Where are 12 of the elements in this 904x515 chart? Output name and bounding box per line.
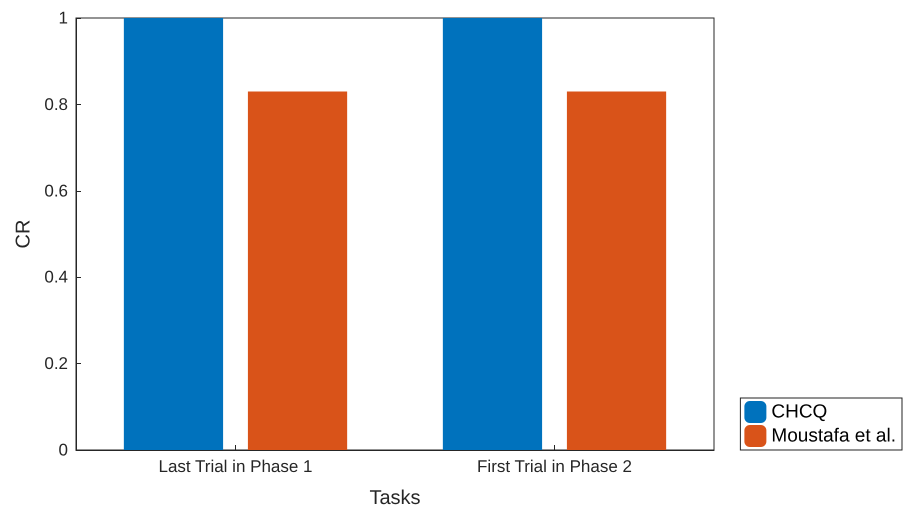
y-tick-label: 1 — [58, 8, 68, 28]
y-tick-label: 0.4 — [44, 268, 68, 287]
y-tick-label: 0.6 — [44, 181, 68, 200]
x-tick-label: Last Trial in Phase 1 — [158, 457, 313, 476]
legend-label: CHCQ — [771, 402, 828, 422]
x-tick-label: First Trial in Phase 2 — [477, 457, 632, 476]
legend-label: Moustafa et al. — [771, 426, 896, 446]
y-tick-label: 0.2 — [44, 354, 68, 374]
x-axis-title: Tasks — [369, 487, 421, 509]
y-tick-label: 0 — [58, 440, 68, 460]
y-tick-label: 0.8 — [44, 94, 68, 114]
y-axis-title: CR — [12, 220, 34, 248]
